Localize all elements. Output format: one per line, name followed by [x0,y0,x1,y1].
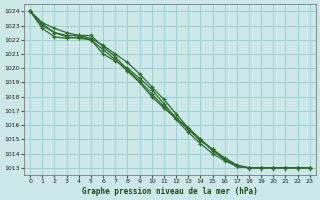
X-axis label: Graphe pression niveau de la mer (hPa): Graphe pression niveau de la mer (hPa) [82,187,258,196]
